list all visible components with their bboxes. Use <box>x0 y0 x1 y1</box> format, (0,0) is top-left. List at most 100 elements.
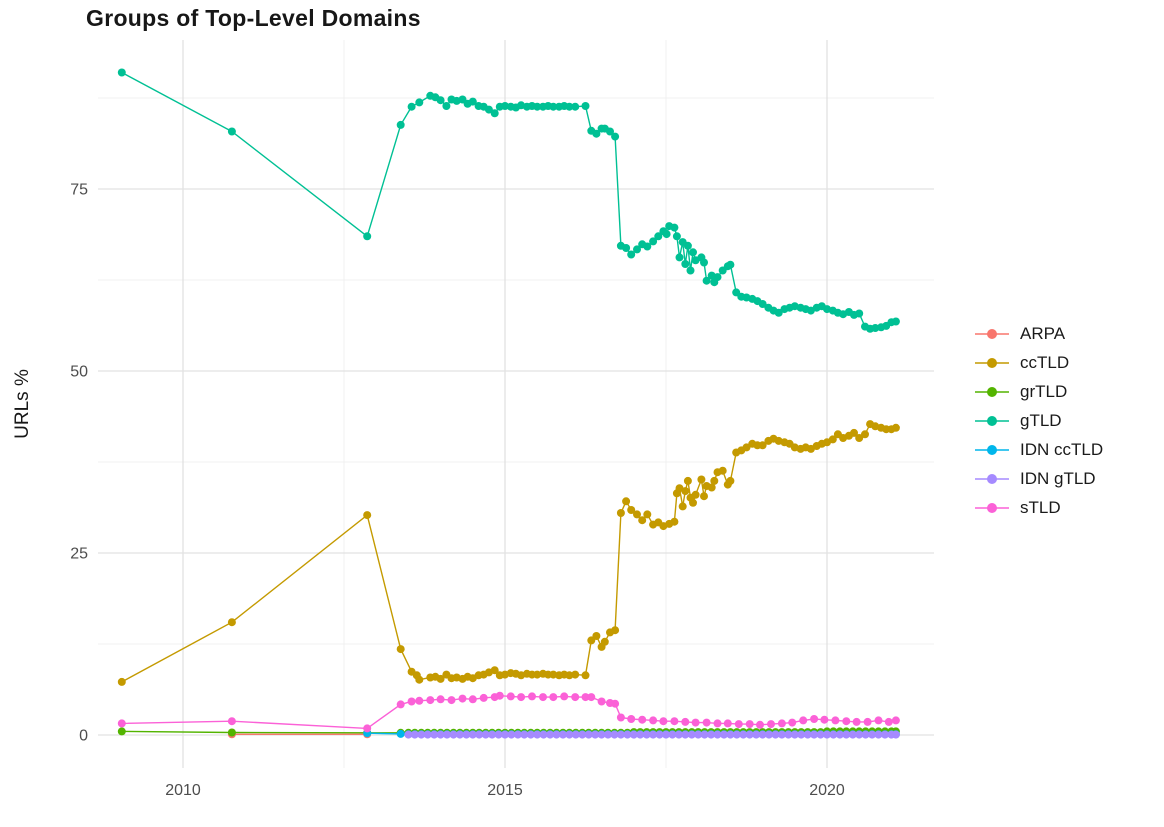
data-point <box>691 718 700 727</box>
data-point <box>501 102 509 110</box>
data-point <box>891 423 900 432</box>
series-ARPA <box>227 730 372 739</box>
data-point <box>643 242 652 251</box>
data-point <box>638 516 647 525</box>
data-point <box>396 729 405 738</box>
data-point <box>668 730 677 739</box>
data-point <box>702 718 711 727</box>
y-tick-label: 25 <box>70 546 88 563</box>
data-point <box>842 717 851 726</box>
data-point <box>633 245 641 254</box>
data-point <box>507 730 516 739</box>
legend-label: sTLD <box>1020 497 1061 517</box>
data-point <box>713 273 722 282</box>
data-point <box>520 730 529 739</box>
data-point <box>881 730 889 739</box>
data-point <box>415 675 424 684</box>
data-point <box>488 730 497 739</box>
data-point <box>468 695 477 704</box>
data-point <box>578 730 587 739</box>
data-point <box>683 241 692 250</box>
data-point <box>622 497 631 506</box>
legend-item-ARPA: ARPA <box>974 324 1103 343</box>
data-point <box>597 697 606 706</box>
data-point <box>765 730 773 739</box>
data-point <box>861 730 870 739</box>
data-point <box>670 517 679 526</box>
x-tick-label: 2015 <box>487 782 523 799</box>
data-point <box>771 730 780 739</box>
data-point <box>533 102 542 111</box>
data-point <box>758 300 767 308</box>
data-point <box>767 720 775 729</box>
data-point <box>633 510 641 519</box>
y-axis-title-wrap: URLs % <box>0 0 46 808</box>
data-point <box>559 730 567 739</box>
data-point <box>539 730 548 739</box>
data-point <box>442 102 451 110</box>
data-point <box>396 645 405 654</box>
data-point <box>868 730 877 739</box>
data-point <box>565 730 574 739</box>
data-point <box>756 720 764 729</box>
data-point <box>739 730 748 739</box>
data-point <box>678 502 687 511</box>
legend-label: ARPA <box>1020 323 1066 343</box>
data-point <box>700 492 708 501</box>
data-point <box>513 730 522 739</box>
data-point <box>565 102 574 111</box>
data-point <box>611 626 620 635</box>
legend-key-icon <box>975 357 1009 368</box>
data-point <box>662 230 671 239</box>
data-point <box>718 466 727 475</box>
data-point <box>415 98 424 107</box>
data-point <box>436 674 445 683</box>
data-point <box>604 730 612 739</box>
data-point <box>835 730 844 739</box>
data-point <box>816 730 825 739</box>
legend-key-icon <box>975 415 1009 426</box>
data-point <box>700 730 709 739</box>
data-point <box>610 730 619 739</box>
data-point <box>475 730 484 739</box>
data-point <box>597 730 606 739</box>
data-point <box>436 695 445 704</box>
legend-item-IDN-gTLD: IDN gTLD <box>974 469 1103 488</box>
data-point <box>797 730 806 739</box>
data-point <box>592 129 601 138</box>
data-point <box>623 730 632 739</box>
data-point <box>600 637 609 646</box>
x-tick-label: 2010 <box>165 782 201 799</box>
legend-item-ccTLD: ccTLD <box>974 353 1103 372</box>
data-point <box>117 727 126 736</box>
data-point <box>417 730 426 739</box>
data-point <box>891 730 900 739</box>
data-point <box>713 719 722 728</box>
data-point <box>891 317 900 326</box>
data-point <box>571 730 580 739</box>
data-point <box>591 730 600 739</box>
legend-label: IDN ccTLD <box>1020 439 1104 459</box>
data-point <box>506 692 515 701</box>
data-point <box>752 730 761 739</box>
series-gTLD <box>117 68 900 333</box>
data-point <box>458 694 467 703</box>
data-point <box>694 730 703 739</box>
legend-label: grTLD <box>1020 381 1068 401</box>
data-point <box>831 716 840 725</box>
data-point <box>855 309 864 318</box>
data-point <box>810 715 819 723</box>
data-point <box>528 692 536 701</box>
legend-item-IDN-ccTLD: IDN ccTLD <box>974 440 1103 459</box>
data-point <box>404 730 413 739</box>
data-point <box>501 730 509 739</box>
data-point <box>803 730 812 739</box>
data-point <box>823 730 831 739</box>
data-point <box>495 691 504 700</box>
data-point <box>481 730 490 739</box>
data-point <box>655 730 664 739</box>
data-point <box>689 498 697 507</box>
data-point <box>423 730 432 739</box>
